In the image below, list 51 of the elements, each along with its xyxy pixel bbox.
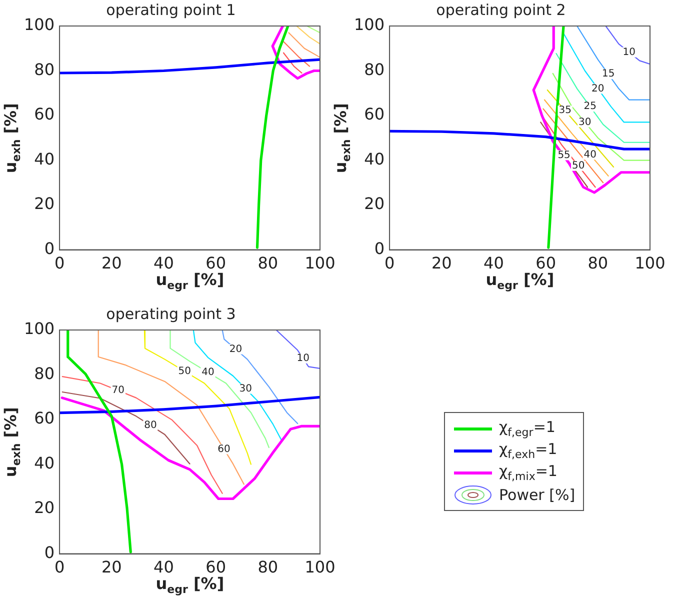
annotation: 10	[296, 353, 310, 364]
legend-label: Power [%]	[499, 486, 576, 504]
x-tick-label: 80	[258, 254, 278, 273]
annotation: 60	[218, 444, 230, 455]
y-tick-label: 0	[44, 542, 55, 562]
annotation: 15	[602, 68, 615, 80]
chart-title: operating point 1	[106, 0, 236, 19]
y-tick-label: 100	[24, 15, 55, 34]
y-tick-label: 80	[34, 364, 55, 383]
y-tick-label: 60	[364, 104, 385, 124]
annotation: 55	[558, 150, 570, 161]
legend-label: χ$_{f,mix}$=1	[499, 462, 558, 483]
chart-title: operating point 3	[106, 304, 236, 323]
y-tick-label: 20	[34, 194, 55, 214]
annotation: 80	[144, 420, 157, 431]
y-tick-label: 20	[364, 194, 385, 214]
y-tick-label: 0	[374, 238, 385, 258]
y-tick-label: 20	[34, 498, 55, 518]
annotation: 10	[622, 46, 636, 58]
x-tick-label: 80	[258, 558, 278, 577]
x-tick-label: 100	[634, 254, 666, 273]
y-tick-label: 80	[364, 60, 385, 79]
legend-label: χ$_{f,egr}$=1	[499, 418, 556, 439]
x-tick-label: 20	[431, 254, 452, 273]
x-tick-label: 100	[304, 254, 336, 273]
x-tick-label: 20	[101, 558, 122, 577]
y-tick-label: 40	[34, 453, 55, 472]
annotation: 40	[202, 366, 214, 378]
y-tick-label: 40	[34, 149, 55, 168]
y-tick-label: 100	[354, 15, 385, 34]
annotation: 40	[584, 149, 596, 160]
annotation: 50	[572, 160, 585, 172]
annotation: 50	[178, 366, 191, 377]
annotation: 20	[592, 83, 604, 94]
x-tick-label: 100	[304, 558, 336, 577]
y-tick-label: 60	[34, 104, 55, 124]
annotation: 20	[229, 344, 242, 355]
annotation: 25	[584, 101, 596, 112]
y-tick-label: 100	[24, 319, 55, 338]
legend-label: χ$_{f,exh}$=1	[499, 440, 558, 461]
chart-title: operating point 2	[436, 0, 566, 19]
y-tick-label: 80	[34, 60, 55, 79]
y-tick-label: 40	[364, 149, 385, 168]
annotation: 70	[112, 385, 125, 396]
annotation: 30	[239, 383, 252, 394]
y-tick-label: 0	[44, 238, 55, 258]
x-tick-label: 20	[101, 254, 122, 273]
x-tick-label: 80	[588, 254, 608, 273]
annotation: 30	[578, 116, 592, 128]
annotation: 35	[558, 105, 572, 116]
y-tick-label: 60	[34, 408, 55, 428]
